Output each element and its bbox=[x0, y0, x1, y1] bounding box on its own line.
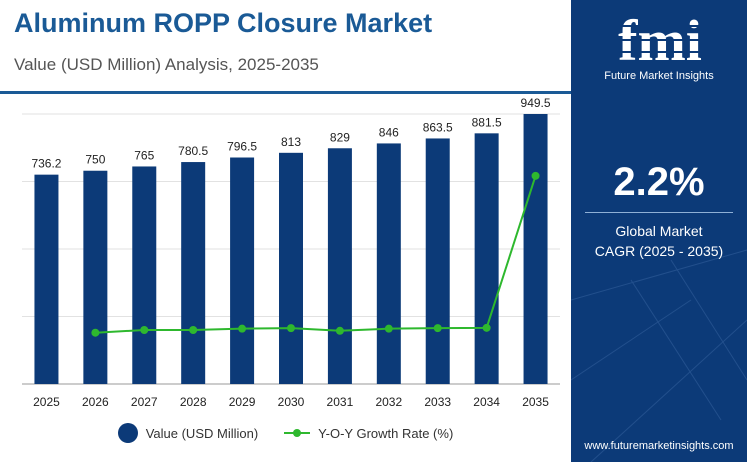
sidebar-panel: fmi Future Market Insights 2.2% Global M… bbox=[571, 0, 747, 462]
bar bbox=[230, 157, 255, 384]
growth-point bbox=[433, 324, 442, 333]
x-tick-label: 2027 bbox=[131, 395, 158, 409]
x-tick-label: 2029 bbox=[229, 395, 256, 409]
cagr-label-line1: Global Market bbox=[615, 223, 703, 239]
cagr-label: Global Market CAGR (2025 - 2035) bbox=[571, 221, 747, 261]
bar-data-label: 736.2 bbox=[31, 157, 61, 171]
bar-data-label: 846 bbox=[379, 125, 399, 139]
growth-point bbox=[384, 324, 393, 333]
bar-data-label: 780.5 bbox=[178, 144, 208, 158]
bar-data-label: 881.5 bbox=[472, 115, 502, 129]
cagr-value: 2.2% bbox=[613, 160, 705, 204]
x-tick-label: 2025 bbox=[33, 395, 60, 409]
x-tick-label: 2033 bbox=[424, 395, 451, 409]
bar bbox=[376, 143, 401, 384]
cagr-label-line2: CAGR (2025 - 2035) bbox=[594, 243, 724, 259]
chart-title: Aluminum ROPP Closure Market bbox=[14, 8, 433, 38]
growth-point bbox=[238, 324, 247, 333]
growth-point bbox=[482, 323, 491, 332]
growth-series-line bbox=[95, 175, 537, 334]
cagr-divider bbox=[585, 212, 733, 213]
bar bbox=[132, 166, 157, 384]
logo-tagline: Future Market Insights bbox=[604, 70, 714, 82]
bar bbox=[474, 133, 499, 384]
bar-line-chart: 736.2 2025 750 2026 765 2027 780.5 2028 796.5 202… bbox=[22, 96, 560, 409]
growth-point bbox=[287, 324, 295, 333]
x-tick-label: 2028 bbox=[180, 395, 207, 409]
bar-data-label: 813 bbox=[281, 135, 301, 149]
growth-point bbox=[531, 171, 540, 180]
bar bbox=[327, 148, 352, 384]
bar-data-label: 949.5 bbox=[521, 96, 551, 110]
website-link[interactable]: www.futuremarketinsights.com bbox=[584, 440, 734, 452]
bar bbox=[425, 138, 450, 384]
legend: Value (USD Million) Y-O-Y Growth Rate (%… bbox=[0, 423, 571, 443]
header-divider bbox=[0, 91, 571, 94]
decorative-lines bbox=[571, 249, 747, 462]
chart-subtitle: Value (USD Million) Analysis, 2025-2035 bbox=[14, 55, 319, 74]
legend-line-swatch bbox=[284, 429, 311, 437]
x-tick-label: 2034 bbox=[473, 395, 500, 409]
bar bbox=[83, 170, 108, 384]
growth-point bbox=[140, 326, 149, 334]
growth-point bbox=[189, 326, 198, 334]
bar-data-label: 750 bbox=[85, 153, 105, 167]
bar-data-label: 829 bbox=[330, 130, 350, 144]
bar-data-label: 863.5 bbox=[423, 120, 453, 134]
legend-item-value: Value (USD Million) bbox=[117, 423, 259, 443]
legend-item-growth: Y-O-Y Growth Rate (%) bbox=[284, 426, 453, 441]
x-tick-label: 2030 bbox=[278, 395, 305, 409]
growth-point bbox=[91, 328, 100, 337]
logo-text: fmi bbox=[618, 8, 702, 68]
x-tick-label: 2031 bbox=[327, 395, 354, 409]
bar bbox=[34, 174, 59, 384]
x-tick-label: 2032 bbox=[375, 395, 402, 409]
legend-label-value: Value (USD Million) bbox=[145, 425, 259, 441]
fmi-logo: fmi bbox=[599, 8, 721, 68]
bar bbox=[181, 162, 206, 384]
growth-point bbox=[335, 326, 344, 335]
x-tick-label: 2026 bbox=[82, 395, 109, 409]
x-tick-label: 2035 bbox=[522, 395, 549, 409]
bar-data-label: 796.5 bbox=[227, 140, 257, 154]
bar bbox=[279, 152, 303, 384]
legend-label-growth: Y-O-Y Growth Rate (%) bbox=[318, 425, 454, 441]
legend-bar-swatch bbox=[117, 423, 138, 443]
bar-data-label: 765 bbox=[134, 148, 154, 162]
bar bbox=[523, 114, 548, 384]
